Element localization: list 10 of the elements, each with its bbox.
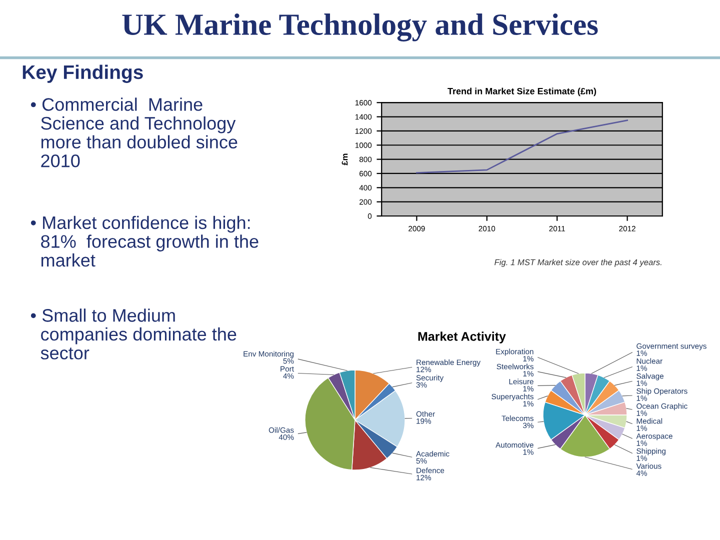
text: • Market confidence is high: 81% forecast growth in the market [30,216,258,267]
chart-title: Market Activity [418,332,506,344]
text: UK Marine Technology and Services [122,14,598,42]
text: • Small to Medium companies dominate the sector [30,308,236,360]
chart-title: Trend in Market Size Estimate (£m) [448,88,596,96]
caption: Fig. 1 MST Market size over the past 4 years. [494,259,662,267]
text: • Commercial Marine Science and Technology more than doubled since 2010 [30,98,238,168]
text: Key Findings [22,64,143,84]
line-series [416,120,628,174]
y-axis-title: £m [342,154,348,166]
